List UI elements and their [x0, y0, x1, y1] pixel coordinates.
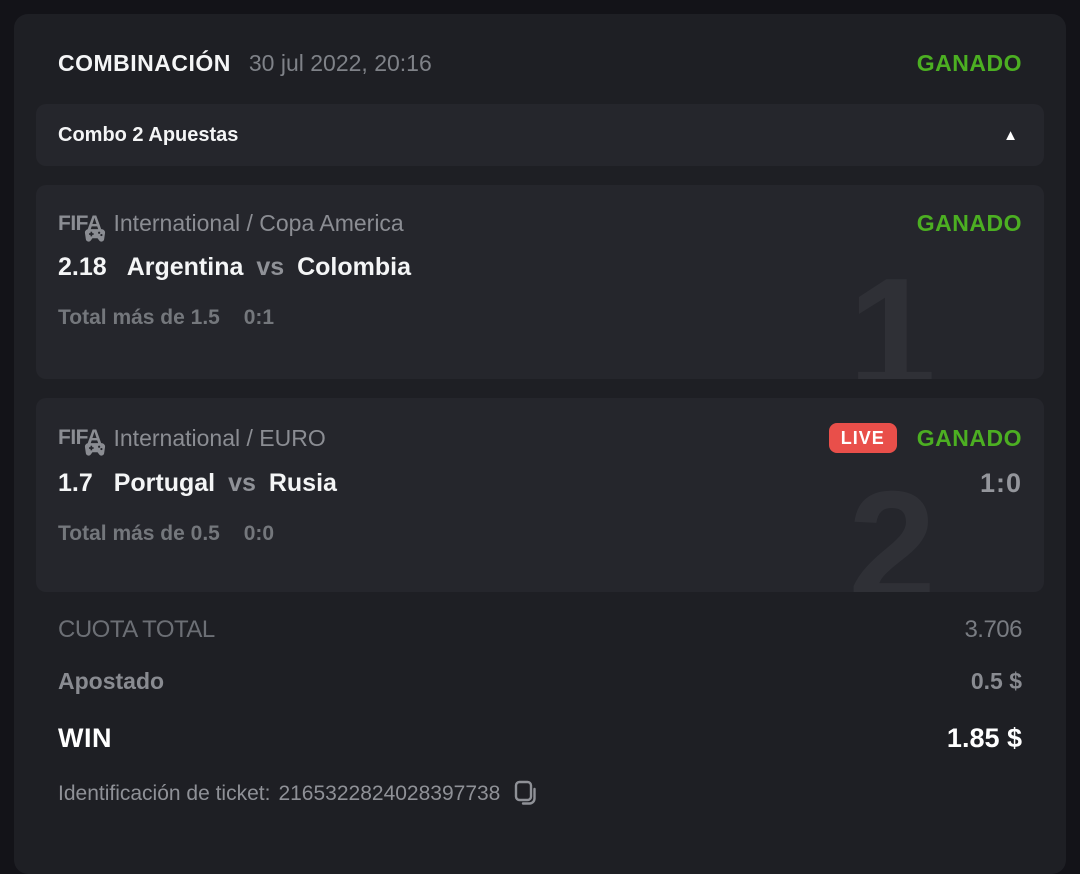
bet-odds: 1.7: [58, 469, 93, 497]
bet-away-team: Colombia: [297, 253, 412, 281]
live-badge: LIVE: [828, 423, 897, 453]
gamepad-icon: [84, 443, 105, 456]
total-odds-row: CUOTA TOTAL 3.706: [58, 616, 1022, 644]
bet-status-badge: GANADO: [916, 210, 1022, 236]
bet-pick-row: 1.7 Portugal vs Rusia: [58, 469, 1022, 498]
ticket-id-row: Identificación de ticket: 21653228240283…: [58, 780, 1022, 807]
total-odds-label: CUOTA TOTAL: [58, 616, 215, 643]
gamepad-icon: [84, 228, 105, 242]
bet-market: Total más de 0.5: [58, 522, 220, 545]
total-odds-value: 3.706: [964, 616, 1022, 643]
bet-pick-row: 2.18 Argentina vs Colombia: [58, 253, 1022, 282]
bet-market: Total más de 1.5: [58, 306, 220, 329]
combo-label: Combo 2 Apuestas: [58, 123, 239, 146]
bet-league-row: FIFA International / EURO LIVE GANADO: [58, 423, 1022, 456]
chevron-up-icon[interactable]: ▲: [1003, 126, 1018, 144]
bet-home-team: Argentina: [126, 253, 244, 281]
stake-row: Apostado 0.5 $: [58, 668, 1022, 695]
ticket-datetime: 30 jul 2022, 20:16: [248, 49, 432, 76]
combo-collapse-bar[interactable]: Combo 2 Apuestas ▲: [36, 104, 1044, 166]
ticket-header: COMBINACIÓN 30 jul 2022, 20:16 GANADO: [58, 48, 1022, 78]
ticket-type-title: COMBINACIÓN: [58, 49, 231, 76]
copy-icon: [515, 780, 537, 805]
bet-market-score: 0:0: [243, 522, 275, 545]
ticket-id-label: Identificación de ticket:: [58, 781, 271, 805]
win-label: WIN: [58, 723, 112, 753]
win-value: 1.85 $: [946, 723, 1022, 753]
bet-ticket-card: COMBINACIÓN 30 jul 2022, 20:16 GANADO Co…: [14, 14, 1066, 874]
stake-value: 0.5 $: [970, 668, 1022, 694]
bet-market-row: Total más de 0.5 0:0: [58, 522, 1022, 546]
bet-market-score: 0:1: [243, 306, 275, 329]
bet-away-team: Rusia: [268, 469, 337, 497]
bet-odds: 2.18: [58, 253, 107, 281]
win-row: WIN 1.85 $: [58, 723, 1022, 754]
bet-league: International / EURO: [113, 424, 326, 451]
bet-vs-label: vs: [256, 253, 285, 281]
bet-home-team: Portugal: [113, 469, 216, 497]
bet-card-1: 1 FIFA International / Copa America GANA…: [36, 185, 1044, 379]
bet-market-row: Total más de 1.5 0:1: [58, 306, 1022, 330]
bet-card-2: 2 FIFA International / EURO LIVE GANADO …: [36, 398, 1044, 592]
bet-league: International / Copa America: [113, 210, 404, 236]
stake-label: Apostado: [58, 668, 165, 694]
bet-status-badge: GANADO: [916, 424, 1022, 451]
bet-vs-label: vs: [228, 469, 256, 497]
bet-league-row: FIFA International / Copa America GANADO: [58, 210, 1022, 242]
bet-live-score: 1:0: [979, 468, 1022, 498]
ticket-status-badge: GANADO: [916, 49, 1022, 76]
copy-ticket-id-button[interactable]: [514, 780, 538, 807]
fifa-sport-icon: FIFA: [58, 426, 105, 456]
ticket-id-value: 2165322824028397738: [278, 781, 501, 805]
fifa-sport-icon: FIFA: [58, 212, 105, 242]
